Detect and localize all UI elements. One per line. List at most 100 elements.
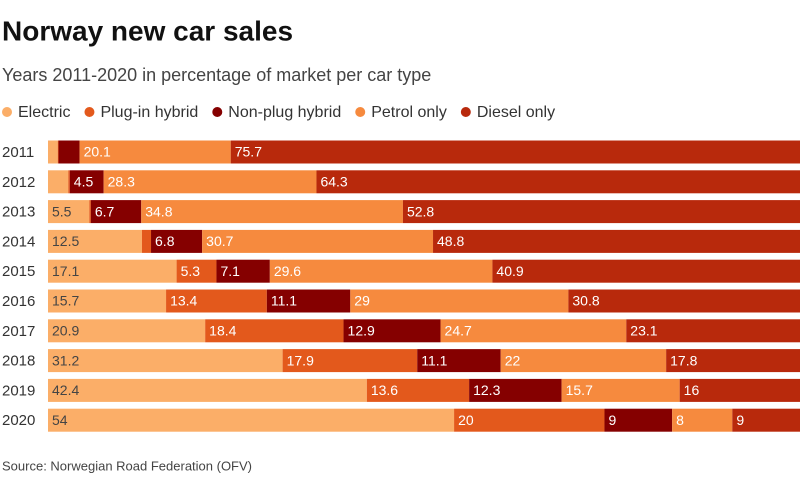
bar-segment (732, 408, 800, 432)
legend-label: Diesel only (477, 104, 555, 121)
y-tick-label: 2016 (2, 293, 35, 310)
bar-segment (48, 319, 206, 343)
data-label: 11.1 (421, 352, 447, 368)
data-label: 5.3 (181, 263, 201, 279)
data-label: 4.5 (74, 174, 94, 190)
bar-segment (48, 229, 142, 253)
data-label: 9 (608, 412, 616, 428)
legend-label: Plug-in hybrid (100, 104, 198, 121)
data-label: 17.1 (52, 263, 79, 279)
bar-segment (58, 140, 80, 164)
data-label: 30.8 (572, 293, 599, 309)
y-tick-label: 2012 (2, 174, 35, 191)
bar-segment (216, 259, 270, 283)
data-label: 20.1 (84, 144, 111, 160)
data-label: 24.7 (445, 323, 472, 339)
bar-segment (672, 408, 733, 432)
legend-swatch (2, 107, 12, 117)
data-label: 54 (52, 412, 68, 428)
bar-segment (151, 229, 203, 253)
data-label: 52.8 (407, 203, 434, 219)
chart-subtitle: Years 2011-2020 in percentage of market … (2, 65, 431, 85)
legend-label: Electric (18, 104, 70, 121)
data-label: 34.8 (145, 203, 172, 219)
bar-segment (48, 408, 455, 432)
data-label: 64.3 (320, 174, 347, 190)
bar-segment (492, 259, 800, 283)
data-label: 30.7 (206, 233, 233, 249)
data-label: 22 (505, 352, 521, 368)
chart-title: Norway new car sales (2, 15, 293, 46)
bar-segment (440, 319, 627, 343)
bar-segment (626, 319, 800, 343)
bar-segment (68, 170, 70, 194)
data-label: 29 (354, 293, 370, 309)
y-tick-label: 2018 (2, 353, 35, 370)
data-label: 20 (458, 412, 474, 428)
y-tick-label: 2011 (2, 144, 34, 161)
bar-segment (366, 378, 470, 402)
data-label: 11.1 (271, 293, 297, 309)
bar-segment (561, 378, 680, 402)
data-label: 75.7 (235, 144, 262, 160)
data-label: 17.8 (670, 352, 697, 368)
data-label: 29.6 (274, 263, 301, 279)
data-label: 8 (676, 412, 684, 428)
data-label: 40.9 (496, 263, 523, 279)
bar-segment (89, 200, 91, 224)
data-label: 5.5 (52, 203, 72, 219)
bar-segment (230, 140, 800, 164)
bar-segment (48, 170, 69, 194)
data-label: 15.7 (566, 382, 593, 398)
bar-segment (343, 319, 441, 343)
bar-segment (48, 259, 177, 283)
bar-segment (402, 200, 800, 224)
bar-segment (48, 140, 58, 164)
data-label: 6.7 (95, 203, 115, 219)
bar-segment (500, 349, 667, 373)
bar-segment (266, 289, 351, 313)
bar-segment (103, 170, 317, 194)
data-label: 42.4 (52, 382, 79, 398)
legend-label: Petrol only (371, 104, 447, 121)
bar-segment (568, 289, 800, 313)
bar-segment (142, 229, 152, 253)
data-label: 17.9 (287, 352, 314, 368)
bar-segment (90, 200, 142, 224)
bar-segment (166, 289, 267, 313)
legend-swatch (460, 107, 471, 117)
data-label: 15.7 (52, 293, 79, 309)
bar-segment (57, 140, 59, 164)
y-tick-label: 2014 (2, 233, 35, 250)
bar-segment (350, 289, 569, 313)
bar-segment (269, 259, 493, 283)
data-label: 28.3 (108, 174, 135, 190)
bar-segment (48, 349, 283, 373)
y-tick-label: 2020 (2, 412, 35, 429)
y-tick-label: 2015 (2, 263, 35, 280)
bar-segment (176, 259, 217, 283)
legend-swatch (355, 107, 366, 117)
data-label: 7.1 (220, 263, 240, 279)
data-label: 6.8 (155, 233, 175, 249)
bar-segment (454, 408, 605, 432)
bar-segment (417, 349, 501, 373)
bar-segment (316, 170, 800, 194)
data-label: 13.6 (371, 382, 398, 398)
data-label: 12.5 (52, 233, 79, 249)
data-label: 13.4 (170, 293, 197, 309)
bar-segment (48, 378, 367, 402)
data-label: 18.4 (209, 323, 236, 339)
data-label: 23.1 (630, 323, 657, 339)
bar-segment (679, 378, 800, 402)
bar-segment (202, 229, 434, 253)
bar-segment (141, 200, 403, 224)
bar-segment (48, 289, 167, 313)
data-label: 12.9 (348, 323, 375, 339)
legend: Electric Plug-in hybrid Non-plug hybrid Pet… (2, 104, 555, 121)
source: Source: Norwegian Road Federation (OFV) (2, 458, 252, 473)
y-tick-label: 2013 (2, 204, 35, 221)
legend-swatch (84, 107, 95, 117)
data-label: 16 (684, 382, 700, 398)
